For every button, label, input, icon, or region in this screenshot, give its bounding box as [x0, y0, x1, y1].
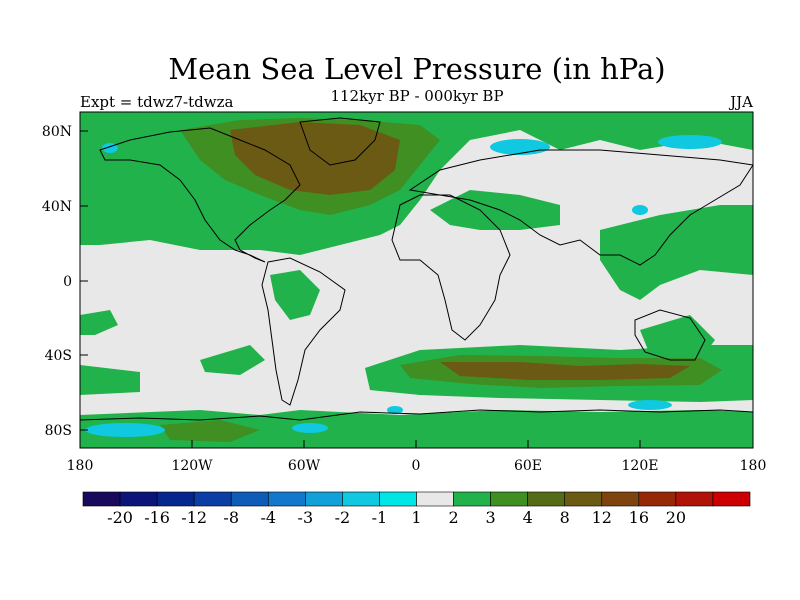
- colorbar-swatch: [82, 491, 121, 507]
- australia-outline: [634, 309, 706, 361]
- lat-label: 0: [63, 274, 72, 290]
- south-america-outline: [261, 257, 346, 406]
- africa-eurasia-outline: [391, 194, 511, 341]
- lat-label: 40N: [42, 199, 72, 215]
- lat-label: 80S: [45, 423, 72, 439]
- north-america-outline: [99, 127, 301, 263]
- colorbar-label: 2: [448, 508, 458, 527]
- lon-label: 120E: [622, 458, 659, 474]
- colorbar-swatch: [638, 491, 677, 507]
- lat-label: 80N: [42, 124, 72, 140]
- map-title: Mean Sea Level Pressure (in hPa): [168, 52, 666, 86]
- colorbar-swatch: [453, 491, 491, 507]
- lat-labels: 80N 40N 0 40S 80S: [42, 124, 72, 439]
- lon-label: 180: [67, 458, 94, 474]
- colorbar-swatch: [675, 491, 714, 507]
- axis-ticks: [79, 130, 754, 448]
- colorbar-swatch: [119, 491, 158, 507]
- colorbar-label: -12: [181, 508, 207, 527]
- season-label: JJA: [730, 93, 753, 111]
- colorbar-label: 8: [560, 508, 570, 527]
- colorbar-swatch: [342, 491, 380, 507]
- colorbar-swatch: [416, 491, 454, 507]
- colorbar-swatch: [379, 491, 417, 507]
- colorbar-label: -16: [144, 508, 170, 527]
- colorbar-swatch: [601, 491, 640, 507]
- lon-label: 60W: [288, 458, 321, 474]
- lon-label: 60E: [514, 458, 542, 474]
- colorbar-swatch: [490, 491, 528, 507]
- colorbar-label: -4: [260, 508, 276, 527]
- lon-label: 120W: [171, 458, 213, 474]
- anomaly-cyan-regions: [85, 135, 722, 437]
- antarctica-outline: [80, 409, 753, 421]
- lon-label: 0: [412, 458, 421, 474]
- coastlines: [80, 117, 753, 421]
- colorbar-swatch: [527, 491, 566, 507]
- colorbar-label: -1: [372, 508, 388, 527]
- experiment-label: Expt = tdwz7-tdwza: [80, 93, 234, 111]
- colorbar-label: -8: [223, 508, 239, 527]
- map-subtitle: 112kyr BP - 000kyr BP: [330, 87, 504, 105]
- colorbar-label: -2: [335, 508, 351, 527]
- colorbar-swatch: [156, 491, 195, 507]
- colorbar-swatch: [230, 491, 269, 507]
- eurasia-outline: [408, 149, 753, 266]
- colorbar-label: -20: [107, 508, 133, 527]
- colorbar-label: -3: [298, 508, 314, 527]
- anomaly-brown-regions: [230, 122, 690, 380]
- colorbar-swatch: [564, 491, 603, 507]
- lat-label: 40S: [45, 348, 72, 364]
- colorbar-label: 1: [411, 508, 421, 527]
- greenland-outline: [299, 117, 381, 166]
- colorbar-label: 20: [666, 508, 686, 527]
- colorbar-label: 3: [486, 508, 496, 527]
- colorbar-swatch: [267, 491, 306, 507]
- lon-labels: 180 120W 60W 0 60E 120E 180: [67, 458, 767, 474]
- colorbar-label: 12: [592, 508, 612, 527]
- colorbar-swatch: [305, 491, 343, 507]
- colorbar-swatch: [193, 491, 232, 507]
- colorbar-swatch: [712, 491, 751, 507]
- colorbar-label: 4: [523, 508, 533, 527]
- colorbar: -20 -16 -12 -8 -4 -3 -2 -1 1 2 3 4 8 12 16 20: [82, 491, 751, 527]
- colorbar-label: 16: [629, 508, 649, 527]
- lon-label: 180: [740, 458, 767, 474]
- anomaly-field: [80, 112, 753, 448]
